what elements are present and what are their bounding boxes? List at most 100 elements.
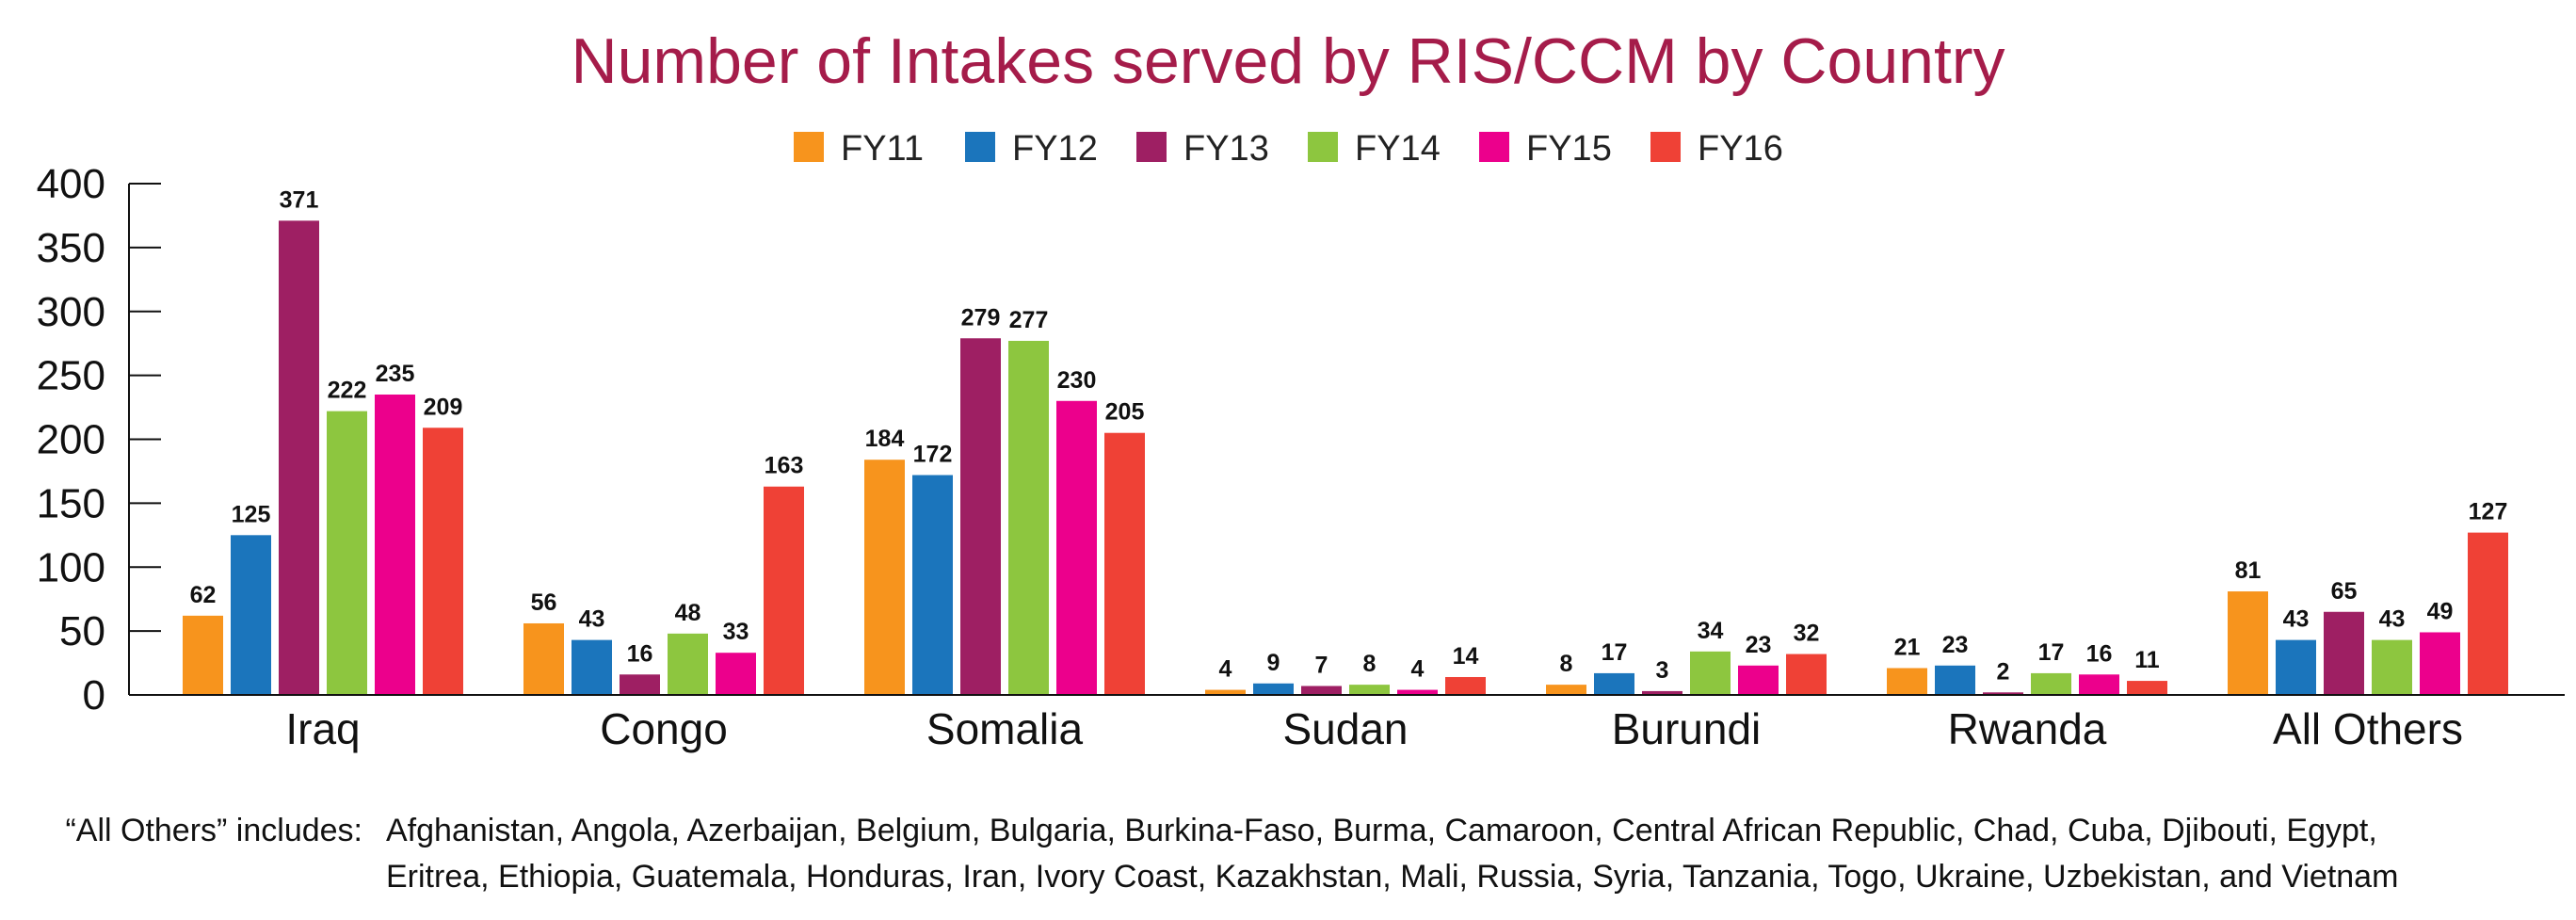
bar-rwanda-fy16 [2127,681,2167,695]
legend-swatch-fy15 [1479,132,1509,162]
bar-sudan-fy16 [1445,676,1486,695]
bar-somalia-fy14 [1008,340,1049,695]
bar-rwanda-fy12 [1935,665,1975,695]
data-label: 8 [1560,651,1573,677]
data-label: 2 [1997,658,2010,685]
data-label: 81 [2235,557,2262,584]
data-label: 205 [1105,399,1145,426]
data-label: 33 [723,619,749,645]
data-label: 222 [328,378,367,404]
bar-iraq-fy16 [423,428,463,695]
x-tick-label: Iraq [285,704,360,753]
footnote-label: “All Others” includes: [65,813,362,848]
data-label: 17 [2038,639,2065,666]
bar-congo-fy13 [620,674,660,695]
x-axis: Iraq Congo Somalia Sudan Burundi Rwanda All Ot… [129,694,2565,753]
bar-rwanda-fy13 [1983,692,2023,695]
x-tick-label: Congo [600,704,728,753]
y-tick-label: 150 [37,480,105,526]
data-label: 43 [2283,606,2310,633]
y-tick-label: 0 [83,672,105,718]
bar-somalia-fy13 [960,338,1001,695]
data-label: 65 [2331,578,2358,605]
bar-rwanda-fy14 [2031,672,2071,695]
legend-label-fy12: FY12 [1012,129,1098,169]
data-label: 4 [1219,656,1232,683]
data-label: 21 [1894,634,1921,660]
footnote: “All Others” includes: Afghanistan, Ango… [65,813,2398,895]
y-tick-label: 200 [37,417,105,463]
legend-label-fy14: FY14 [1355,129,1441,169]
bar-all-others-fy12 [2276,639,2316,695]
data-label: 43 [2379,606,2406,633]
bar-all-others-fy11 [2228,591,2268,695]
bar-burundi-fy15 [1738,665,1779,695]
data-label: 62 [190,582,217,608]
legend-label-fy15: FY15 [1526,129,1612,169]
data-label: 17 [1602,639,1628,666]
bar-all-others-fy16 [2468,532,2508,695]
bars [183,220,2508,695]
data-label: 163 [765,453,804,479]
data-label: 4 [1411,656,1425,683]
bar-congo-fy16 [764,486,804,695]
data-label: 56 [531,589,557,616]
data-label: 14 [1453,643,1479,670]
data-label: 125 [232,501,271,527]
data-label: 127 [2469,499,2508,525]
y-tick-label: 250 [37,353,105,399]
data-label: 209 [424,394,463,420]
y-tick-label: 100 [37,544,105,590]
bar-burundi-fy14 [1690,651,1731,695]
data-label: 43 [579,606,605,633]
bar-sudan-fy12 [1253,683,1294,695]
legend-label-fy11: FY11 [841,129,924,169]
bar-burundi-fy16 [1786,654,1827,695]
legend-swatch-fy14 [1308,132,1338,162]
footnote-line-1: Afghanistan, Angola, Azerbaijan, Belgium… [386,813,2377,848]
data-label: 235 [376,361,415,387]
bar-iraq-fy11 [183,615,223,695]
bar-somalia-fy16 [1104,432,1145,695]
data-label: 9 [1267,650,1280,676]
bar-rwanda-fy15 [2079,674,2119,695]
y-tick-label: 400 [37,161,105,207]
bar-all-others-fy15 [2420,632,2460,695]
data-label: 23 [1746,632,1772,658]
bar-iraq-fy14 [327,411,367,695]
data-label: 3 [1656,657,1669,684]
bar-sudan-fy15 [1397,689,1438,695]
x-tick-label: Somalia [926,704,1084,753]
bar-congo-fy14 [668,633,708,695]
data-label: 184 [865,426,905,452]
x-tick-label: Rwanda [1948,704,2107,753]
data-label: 11 [2134,647,2160,673]
x-tick-label: All Others [2273,704,2463,753]
x-tick-label: Sudan [1282,704,1408,753]
data-label: 48 [675,600,701,626]
bar-congo-fy11 [523,622,564,695]
bar-somalia-fy11 [864,460,905,695]
data-label: 32 [1794,621,1820,647]
data-label: 8 [1363,651,1377,677]
legend-swatch-fy13 [1136,132,1167,162]
legend-swatch-fy16 [1650,132,1681,162]
bar-iraq-fy15 [375,394,415,695]
footnote-line-2: Eritrea, Ethiopia, Guatemala, Honduras, … [386,859,2398,895]
data-label: 34 [1698,618,1724,644]
bar-sudan-fy14 [1349,685,1390,695]
legend: FY11 FY12 FY13 FY14 FY15 FY16 [794,129,1783,169]
data-label: 371 [280,186,319,213]
bar-all-others-fy14 [2372,639,2412,695]
bar-iraq-fy13 [279,220,319,695]
data-label: 16 [2086,640,2113,667]
bar-sudan-fy11 [1205,689,1246,695]
bar-rwanda-fy11 [1887,668,1927,695]
data-label: 230 [1057,367,1097,394]
bar-congo-fy12 [572,639,612,695]
bar-somalia-fy15 [1056,400,1097,695]
bar-burundi-fy13 [1642,690,1682,695]
x-tick-label: Burundi [1612,704,1762,753]
